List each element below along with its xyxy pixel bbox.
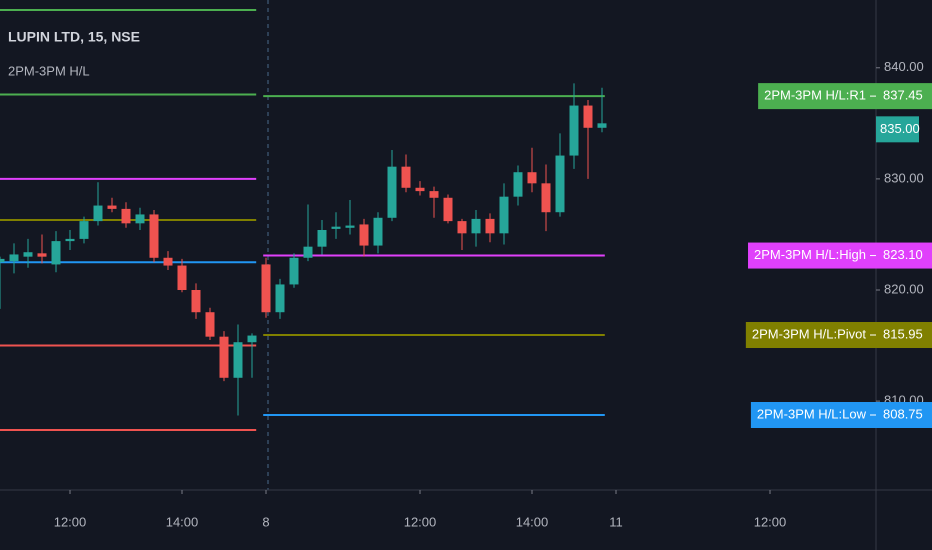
candle-body xyxy=(191,290,201,313)
level-label-value: 823.10 xyxy=(883,247,923,262)
candle-body xyxy=(261,264,271,313)
candle-body xyxy=(443,197,453,222)
candle-body xyxy=(121,208,131,224)
chart-title: LUPIN LTD, 15, NSE xyxy=(8,29,140,45)
level-label-box xyxy=(745,322,932,348)
candle-body xyxy=(401,166,411,188)
candle-body xyxy=(275,284,285,313)
candle-body xyxy=(387,166,397,218)
x-tick-label: 8 xyxy=(262,514,269,529)
level-label-name: 2PM-3PM H/L:R1 xyxy=(764,88,866,103)
y-tick-label: 830.00 xyxy=(884,170,924,185)
candle-body xyxy=(79,221,89,239)
indicator-name: 2PM-3PM H/L xyxy=(8,63,90,78)
candle-body xyxy=(135,214,145,224)
candle-body xyxy=(331,226,341,229)
x-tick-label: 14:00 xyxy=(166,514,199,529)
candle-body xyxy=(93,205,103,222)
candle-body xyxy=(569,105,579,156)
level-label-name: 2PM-3PM H/L:Pivot xyxy=(752,326,867,341)
level-label: 2PM-3PM H/L:Pivot 815.95 xyxy=(745,322,932,348)
level-label-box xyxy=(748,242,932,269)
candle-body xyxy=(513,172,523,197)
candle-body xyxy=(359,224,369,246)
last-price-box xyxy=(876,116,919,143)
plot-area xyxy=(0,9,607,431)
candle-body xyxy=(289,257,299,285)
candle-body xyxy=(527,172,537,184)
candle-body xyxy=(51,241,61,265)
candle-body xyxy=(345,225,355,228)
candle-body xyxy=(499,196,509,234)
last-price-label: 835.00 xyxy=(880,121,920,136)
candle-body xyxy=(149,214,159,258)
y-tick-label: 840.00 xyxy=(884,59,924,74)
level-label-value: 837.45 xyxy=(883,88,923,103)
x-tick-label: 12:00 xyxy=(754,514,787,529)
x-tick-label: 14:00 xyxy=(516,514,549,529)
candle-body xyxy=(233,342,243,378)
x-tick-label: 12:00 xyxy=(54,514,87,529)
candle-body xyxy=(219,336,229,378)
level-label: 2PM-3PM H/L:R1 837.45 xyxy=(758,83,932,110)
level-label-box xyxy=(758,83,932,110)
candle-body xyxy=(373,217,383,246)
x-tick-label: 11 xyxy=(609,514,623,529)
candle-body xyxy=(163,257,173,266)
candle-body xyxy=(317,230,327,247)
candle-body xyxy=(303,246,313,258)
level-label: 2PM-3PM H/L:High 823.10 xyxy=(748,242,932,269)
candle-body xyxy=(415,187,425,192)
candle-body xyxy=(37,253,47,257)
candle-body xyxy=(471,218,481,234)
level-label-box xyxy=(750,402,932,428)
candle-body xyxy=(457,221,467,234)
candle-body xyxy=(0,258,5,263)
level-label-value: 815.95 xyxy=(883,326,923,341)
candle-body xyxy=(65,238,75,242)
candle-body xyxy=(429,191,439,198)
candle-body xyxy=(9,254,19,262)
level-label-name: 2PM-3PM H/L:High xyxy=(754,247,866,262)
candle-body xyxy=(205,312,215,337)
candle-body xyxy=(247,335,257,343)
candle-body xyxy=(541,183,551,213)
candle-body xyxy=(583,105,593,128)
level-label-name: 2PM-3PM H/L:Low xyxy=(757,406,867,421)
level-label-value: 808.75 xyxy=(883,406,923,421)
candle-body xyxy=(107,205,117,209)
level-label: 2PM-3PM H/L:Low 808.75 xyxy=(750,402,932,428)
candle-body xyxy=(597,123,607,128)
x-tick-label: 12:00 xyxy=(404,514,437,529)
y-tick-label: 820.00 xyxy=(884,281,924,296)
candle-body xyxy=(555,155,565,213)
candle-body xyxy=(177,265,187,290)
candle-body xyxy=(23,252,33,257)
candle-body xyxy=(485,218,495,234)
